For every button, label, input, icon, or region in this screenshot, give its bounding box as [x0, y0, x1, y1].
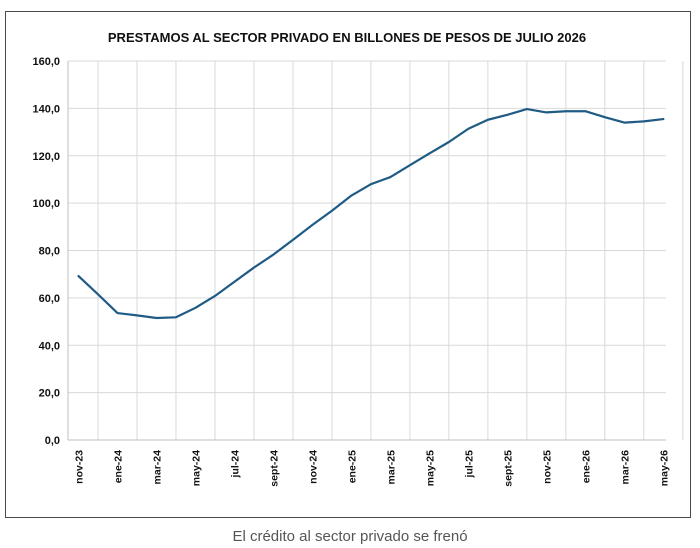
x-tick-label: may-24: [190, 450, 202, 486]
y-tick-label: 0,0: [45, 435, 60, 447]
x-tick-label: mar-24: [151, 450, 163, 485]
chart-frame: [5, 11, 691, 518]
y-tick-label: 120,0: [32, 151, 60, 163]
x-tick-label: may-26: [658, 450, 670, 486]
y-tick-label: 140,0: [32, 103, 60, 115]
y-tick-label: 40,0: [39, 340, 60, 352]
chart-caption: El crédito al sector privado se frenó: [232, 528, 468, 545]
chart-title: PRESTAMOS AL SECTOR PRIVADO EN BILLONES …: [108, 30, 586, 45]
x-tick-label: mar-26: [619, 450, 631, 485]
x-tick-label: sept-25: [502, 450, 514, 487]
y-tick-label: 60,0: [39, 293, 60, 305]
x-tick-label: ene-26: [580, 450, 592, 483]
y-tick-label: 20,0: [39, 388, 60, 400]
y-tick-label: 100,0: [32, 198, 60, 210]
x-tick-label: jul-25: [463, 450, 475, 479]
x-tick-label: mar-25: [385, 450, 397, 485]
x-tick-label: ene-25: [346, 450, 358, 483]
x-tick-label: nov-23: [74, 450, 86, 484]
x-tick-label: jul-24: [229, 450, 241, 479]
y-tick-label: 80,0: [39, 246, 60, 258]
series-line: [77, 107, 665, 320]
x-tick-label: nov-25: [541, 450, 553, 484]
x-tick-label: nov-24: [307, 450, 319, 484]
x-tick-label: sept-24: [268, 450, 280, 487]
x-tick-label: ene-24: [112, 450, 124, 483]
x-tick-label: may-25: [424, 450, 436, 486]
y-tick-label: 160,0: [32, 56, 60, 68]
